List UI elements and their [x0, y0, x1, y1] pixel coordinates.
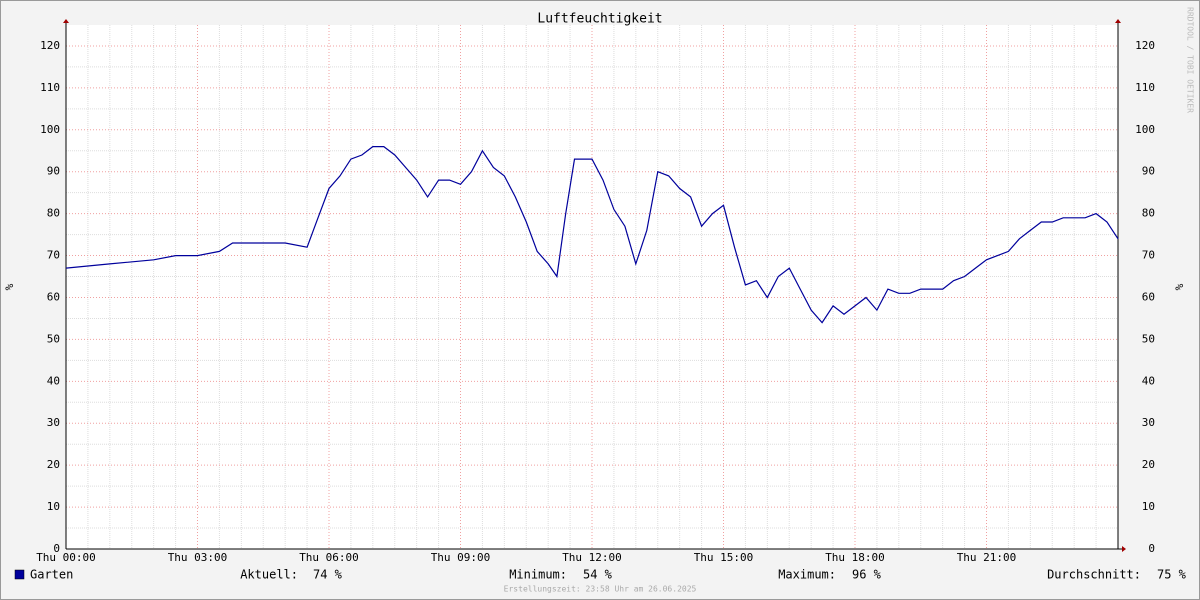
y-tick-label: 110 [40, 81, 60, 94]
y2-tick-label: 0 [1148, 542, 1155, 555]
y-tick-label: 20 [47, 458, 60, 471]
y2-tick-label: 10 [1142, 500, 1155, 513]
y2-tick-label: 60 [1142, 290, 1155, 303]
y2-tick-label: 40 [1142, 374, 1155, 387]
watermark: RRDTOOL / TOBI OETIKER [1186, 7, 1195, 113]
y-tick-label: 40 [47, 374, 60, 387]
y-tick-label: 50 [47, 332, 60, 345]
y2-tick-label: 100 [1135, 123, 1155, 136]
legend-stat-label: Durchschnitt: [1047, 568, 1141, 582]
x-tick-label: Thu 21:00 [957, 551, 1017, 564]
y2-tick-label: 80 [1142, 207, 1155, 220]
data-line [65, 146, 1119, 324]
y2-axis-label: % [1173, 283, 1186, 290]
x-tick-label: Thu 18:00 [825, 551, 885, 564]
x-tick-label: Thu 06:00 [299, 551, 359, 564]
legend-stat-value: 74 % [313, 568, 343, 582]
y-tick-label: 0 [53, 542, 60, 555]
legend-stat-value: 75 % [1157, 568, 1187, 582]
y2-tick-label: 120 [1135, 39, 1155, 52]
y-tick-label: 120 [40, 39, 60, 52]
y-tick-label: 80 [47, 207, 60, 220]
y2-tick-label: 20 [1142, 458, 1155, 471]
legend-label: Garten [30, 568, 73, 582]
axis-arrow [1122, 546, 1126, 552]
y-tick-label: 70 [47, 249, 60, 262]
legend-stat-label: Aktuell: [240, 568, 298, 582]
axis-arrow [1115, 19, 1121, 23]
y-tick-label: 60 [47, 290, 60, 303]
x-tick-label: Thu 00:00 [36, 551, 96, 564]
y-tick-label: 90 [47, 165, 60, 178]
y-tick-label: 100 [40, 123, 60, 136]
x-tick-label: Thu 15:00 [694, 551, 754, 564]
x-tick-label: Thu 03:00 [168, 551, 228, 564]
legend-swatch [14, 569, 25, 580]
legend-stat-value: 54 % [583, 568, 613, 582]
legend-stat-label: Minimum: [509, 568, 567, 582]
y-axis-label: % [3, 283, 16, 290]
footer: Erstellungszeit: 23:58 Uhr am 26.06.2025 [504, 585, 697, 594]
y2-tick-label: 50 [1142, 332, 1155, 345]
y2-tick-label: 70 [1142, 249, 1155, 262]
axis-arrow [63, 19, 69, 23]
y2-tick-label: 90 [1142, 165, 1155, 178]
y2-tick-label: 110 [1135, 81, 1155, 94]
x-tick-label: Thu 12:00 [562, 551, 622, 564]
legend-stat-value: 96 % [852, 568, 882, 582]
legend-stat-label: Maximum: [778, 568, 836, 582]
y-tick-label: 10 [47, 500, 60, 513]
x-tick-label: Thu 09:00 [431, 551, 491, 564]
chart-title: Luftfeuchtigkeit [537, 12, 662, 27]
y2-tick-label: 30 [1142, 416, 1155, 429]
y-tick-label: 30 [47, 416, 60, 429]
